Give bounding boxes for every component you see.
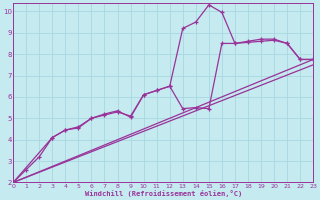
X-axis label: Windchill (Refroidissement éolien,°C): Windchill (Refroidissement éolien,°C)	[84, 190, 242, 197]
